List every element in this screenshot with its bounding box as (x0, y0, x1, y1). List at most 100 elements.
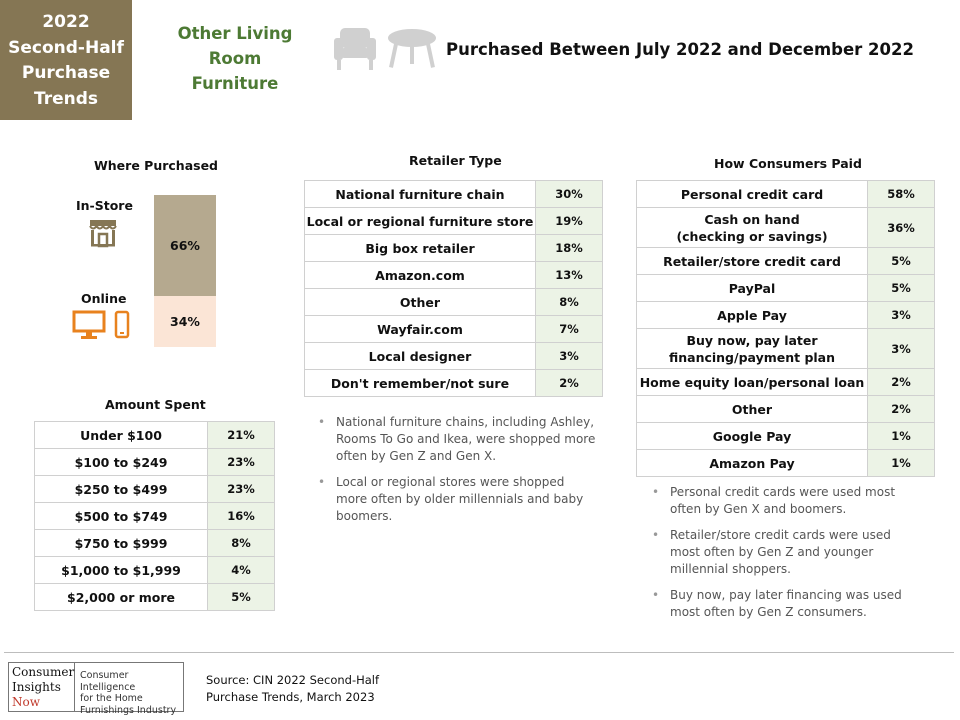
amount-label: $500 to $749 (34, 502, 208, 530)
retailer-label: Big box retailer (304, 234, 536, 262)
table-row: Other 2% (636, 395, 935, 423)
category-line: Other Living (177, 24, 293, 43)
table-row: Personal credit card 58% (636, 180, 935, 208)
retailer-value: 13% (535, 261, 603, 289)
badge-line: Trends (33, 88, 99, 109)
retailer-value: 19% (535, 207, 603, 235)
retailer-label: Don't remember/not sure (304, 369, 536, 397)
amount-value: 23% (207, 475, 275, 503)
category-line: Room Furniture (191, 49, 279, 93)
logo-line: Insights (12, 680, 61, 694)
logo-line: Consumer (12, 665, 75, 679)
amount-value: 16% (207, 502, 275, 530)
badge-line: 2022 (42, 12, 90, 32)
badge-line: Second-Half (8, 37, 124, 58)
amount-label: Under $100 (34, 421, 208, 449)
note-item: Retailer/store credit cards were used mo… (648, 527, 920, 578)
payment-label: Home equity loan/personal loan (636, 368, 868, 396)
company-logo: Consumer Insights Now Consumer Intellige… (8, 662, 184, 716)
armchair-icon (334, 28, 376, 70)
note-item: National furniture chains, including Ash… (314, 414, 598, 465)
how-paid-table: Personal credit card 58% Cash on hand (che… (636, 180, 935, 477)
table-row: Other 8% (304, 288, 603, 316)
table-row: National furniture chain 30% (304, 180, 603, 208)
payment-label: Google Pay (636, 422, 868, 450)
payment-label-line: (checking or savings) (676, 228, 828, 244)
amount-value: 8% (207, 529, 275, 557)
amount-label: $2,000 or more (34, 583, 208, 611)
retailer-label: Other (304, 288, 536, 316)
payment-label: Retailer/store credit card (636, 247, 868, 275)
amount-value: 21% (207, 421, 275, 449)
payment-value: 2% (867, 368, 935, 396)
table-row: Google Pay 1% (636, 422, 935, 450)
amount-spent-title: Amount Spent (105, 397, 206, 412)
payment-label: Buy now, pay later financing/payment plan (636, 328, 868, 369)
table-row: Retailer/store credit card 5% (636, 247, 935, 275)
table-row: PayPal 5% (636, 274, 935, 302)
payment-value: 5% (867, 247, 935, 275)
retailer-value: 3% (535, 342, 603, 370)
source-line: Source: CIN 2022 Second-Half (206, 673, 380, 687)
retailer-label: Wayfair.com (304, 315, 536, 343)
table-row: Amazon.com 13% (304, 261, 603, 289)
table-row: $500 to $749 16% (34, 502, 275, 530)
note-item: Personal credit cards were used most oft… (648, 484, 920, 518)
payment-value: 3% (867, 328, 935, 369)
table-row: $750 to $999 8% (34, 529, 275, 557)
amount-label: $100 to $249 (34, 448, 208, 476)
how-paid-title: How Consumers Paid (714, 156, 862, 171)
payment-value: 3% (867, 301, 935, 329)
coffee-table-icon (388, 29, 436, 68)
in-store-label: In-Store (76, 198, 133, 213)
table-row: Don't remember/not sure 2% (304, 369, 603, 397)
retailer-notes: National furniture chains, including Ash… (314, 414, 598, 534)
table-row: $2,000 or more 5% (34, 583, 275, 611)
table-row: Buy now, pay later financing/payment plan… (636, 328, 935, 369)
payment-value: 36% (867, 207, 935, 248)
payment-label-line: Cash on hand (704, 211, 800, 227)
amount-label: $250 to $499 (34, 475, 208, 503)
payment-value: 1% (867, 449, 935, 477)
retailer-type-title: Retailer Type (409, 153, 502, 168)
table-row: Apple Pay 3% (636, 301, 935, 329)
logo-tagline: Consumer Intelligence for the Home Furni… (75, 663, 183, 716)
retailer-value: 7% (535, 315, 603, 343)
payment-label: PayPal (636, 274, 868, 302)
table-row: $1,000 to $1,999 4% (34, 556, 275, 584)
logo-line: Now (12, 695, 40, 709)
amount-label: $1,000 to $1,999 (34, 556, 208, 584)
table-row: Cash on hand (checking or savings) 36% (636, 207, 935, 248)
payment-value: 58% (867, 180, 935, 208)
retailer-label: National furniture chain (304, 180, 536, 208)
note-item: Buy now, pay later financing was used mo… (648, 587, 920, 621)
note-item: Local or regional stores were shopped mo… (314, 474, 598, 525)
online-value: 34% (170, 314, 200, 329)
retailer-value: 2% (535, 369, 603, 397)
amount-value: 23% (207, 448, 275, 476)
retailer-value: 18% (535, 234, 603, 262)
table-row: Local designer 3% (304, 342, 603, 370)
retailer-label: Amazon.com (304, 261, 536, 289)
table-row: Amazon Pay 1% (636, 449, 935, 477)
payment-label-line: financing/payment plan (668, 349, 836, 365)
retailer-value: 30% (535, 180, 603, 208)
online-label: Online (81, 291, 127, 306)
tagline-line: Furnishings Industry (80, 704, 177, 716)
furniture-icons (332, 26, 442, 74)
store-icon (88, 218, 118, 252)
amount-value: 4% (207, 556, 275, 584)
source-note: Source: CIN 2022 Second-Half Purchase Tr… (206, 672, 379, 706)
payment-label: Amazon Pay (636, 449, 868, 477)
retailer-value: 8% (535, 288, 603, 316)
tagline-line: for the Home (80, 693, 143, 704)
in-store-bar: 66% (154, 195, 216, 296)
payment-label: Other (636, 395, 868, 423)
table-row: Wayfair.com 7% (304, 315, 603, 343)
online-bar: 34% (154, 296, 216, 347)
tagline-line: Consumer Intelligence (80, 670, 136, 693)
in-store-value: 66% (170, 238, 200, 253)
payment-label: Cash on hand (checking or savings) (636, 207, 868, 248)
amount-label: $750 to $999 (34, 529, 208, 557)
table-row: $100 to $249 23% (34, 448, 275, 476)
